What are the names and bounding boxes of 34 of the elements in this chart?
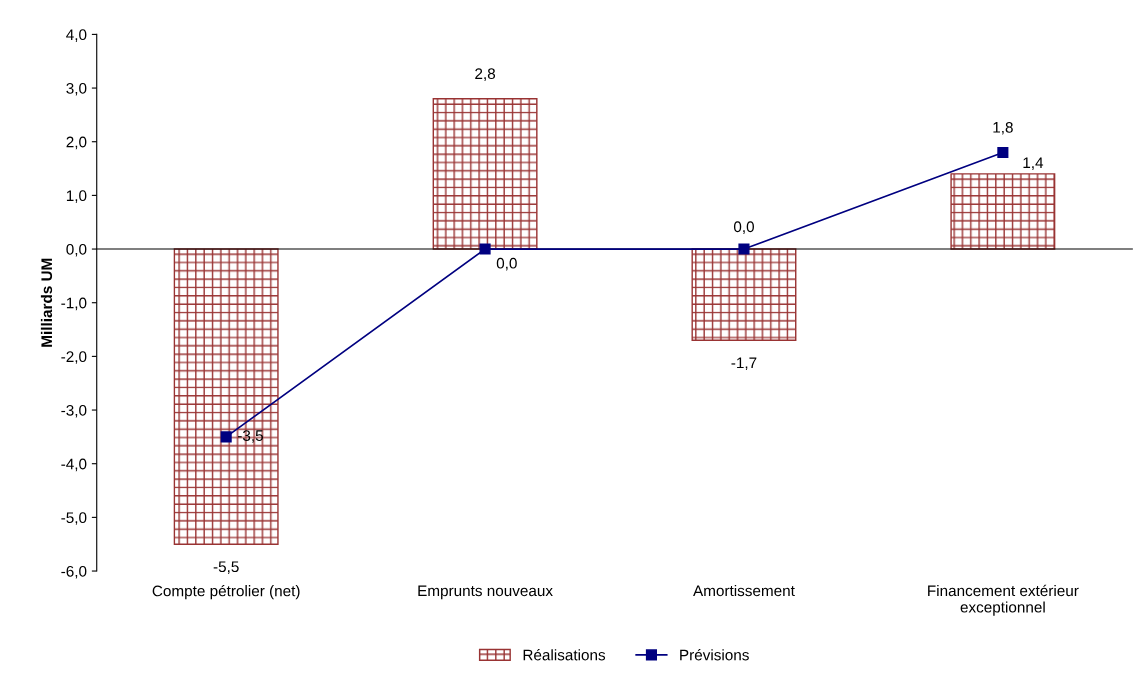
x-tick-label: Compte pétrolier (net) <box>152 584 300 600</box>
x-tick-label: Amortissement <box>693 584 795 597</box>
data-label: 1,4 <box>1023 157 1044 170</box>
y-tick-label: 0,0 <box>66 243 87 257</box>
data-label: -1,7 <box>731 357 757 370</box>
data-label: 1,8 <box>993 121 1013 135</box>
bar <box>950 173 1056 250</box>
x-tick-label: Emprunts nouveaux <box>418 585 553 600</box>
legend-label: Réalisations <box>523 649 606 661</box>
data-label: -5,5 <box>213 561 239 574</box>
y-axis-title: Milliards UM <box>40 258 53 347</box>
y-tick-label: -2,0 <box>61 351 87 364</box>
y-tick-label: 1,0 <box>66 190 87 203</box>
data-label: 0,0 <box>496 257 517 271</box>
point <box>220 431 232 443</box>
y-tick-label: 2,0 <box>66 136 87 150</box>
point <box>738 243 750 255</box>
bar <box>691 248 797 341</box>
data-label: 2,8 <box>475 68 496 81</box>
data-label: -3,5 <box>237 430 263 443</box>
x-tick-label: Financement extérieur exceptionnel <box>928 584 1079 616</box>
point <box>479 243 491 255</box>
y-tick-label: -4,0 <box>61 458 87 472</box>
y-tick-label: -6,0 <box>61 565 87 579</box>
y-tick-label: 3,0 <box>66 82 87 96</box>
y-tick-label: -3,0 <box>61 404 87 418</box>
bar <box>173 248 279 545</box>
data-label: 0,0 <box>733 221 754 234</box>
point <box>997 146 1009 159</box>
bar <box>432 98 538 250</box>
y-tick-label: -1,0 <box>61 297 87 311</box>
legend-label: Prévisions <box>680 649 749 661</box>
y-tick-label: -5,0 <box>61 512 87 525</box>
y-tick-label: 4,0 <box>66 29 87 42</box>
